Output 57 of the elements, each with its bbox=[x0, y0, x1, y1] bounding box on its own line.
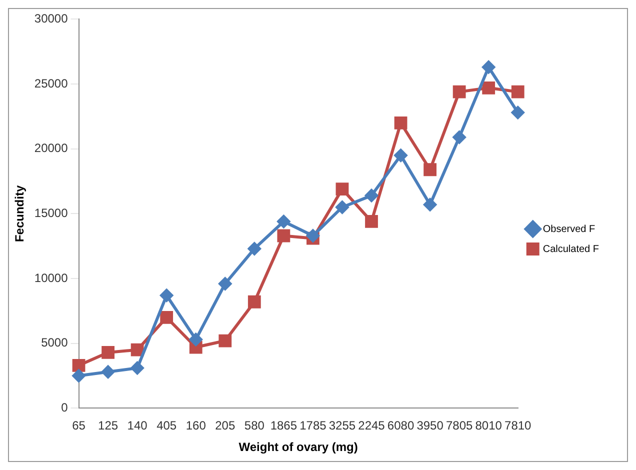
point bbox=[306, 229, 320, 242]
point bbox=[102, 365, 115, 378]
x-tick-label: 160 bbox=[186, 418, 206, 433]
x-tick-label: 3255 bbox=[328, 418, 356, 433]
point bbox=[511, 85, 524, 98]
point bbox=[277, 229, 290, 242]
x-tick-label: 140 bbox=[127, 418, 148, 433]
x-tick-label: 2245 bbox=[358, 418, 386, 433]
point bbox=[452, 85, 466, 98]
point bbox=[424, 163, 436, 176]
x-tick-label: 1865 bbox=[270, 418, 298, 433]
x-tick-label: 1785 bbox=[300, 418, 327, 433]
point bbox=[482, 60, 496, 74]
point bbox=[277, 214, 290, 228]
x-axis-title: Weight of ovary (mg) bbox=[238, 440, 358, 454]
x-tick-label: 8010 bbox=[475, 418, 502, 433]
x-tick-label: 6080 bbox=[387, 418, 414, 433]
point bbox=[189, 332, 202, 346]
x-tick-label: 405 bbox=[156, 418, 177, 433]
point bbox=[365, 215, 378, 228]
y-tick-label: 20000 bbox=[34, 141, 68, 156]
point bbox=[130, 362, 144, 375]
y-tick-label: 30000 bbox=[34, 12, 68, 26]
legend-label: Calculated F bbox=[542, 244, 600, 255]
y-tick-label: 10000 bbox=[34, 270, 68, 285]
point bbox=[160, 288, 174, 302]
point bbox=[160, 310, 174, 324]
point bbox=[218, 277, 232, 290]
point bbox=[130, 343, 144, 356]
point bbox=[424, 198, 437, 212]
x-tick-label: 580 bbox=[244, 418, 265, 433]
y-tick-label: 25000 bbox=[34, 76, 68, 90]
x-tick-label: 3950 bbox=[416, 418, 444, 433]
point bbox=[72, 369, 86, 382]
y-tick-label: 0 bbox=[61, 400, 68, 415]
point bbox=[336, 200, 349, 214]
point bbox=[218, 334, 232, 348]
x-tick-label: 7805 bbox=[446, 418, 473, 433]
point bbox=[394, 116, 408, 130]
y-tick-label: 15000 bbox=[34, 206, 68, 220]
point bbox=[72, 358, 86, 372]
legend-label: Observed F bbox=[542, 224, 596, 235]
x-tick-label: 65 bbox=[72, 418, 86, 433]
point bbox=[248, 242, 261, 256]
x-tick-label: 125 bbox=[98, 418, 118, 433]
point bbox=[248, 295, 261, 308]
x-tick-label: 205 bbox=[215, 418, 236, 433]
y-axis-title: Fecundity bbox=[12, 185, 27, 242]
point bbox=[482, 81, 496, 94]
point bbox=[394, 148, 408, 162]
y-tick-label: 5000 bbox=[41, 336, 68, 350]
point bbox=[511, 106, 524, 120]
point bbox=[452, 130, 466, 144]
x-tick-label: 7810 bbox=[504, 418, 532, 433]
point bbox=[365, 189, 378, 202]
point bbox=[336, 182, 349, 196]
point bbox=[102, 346, 114, 359]
